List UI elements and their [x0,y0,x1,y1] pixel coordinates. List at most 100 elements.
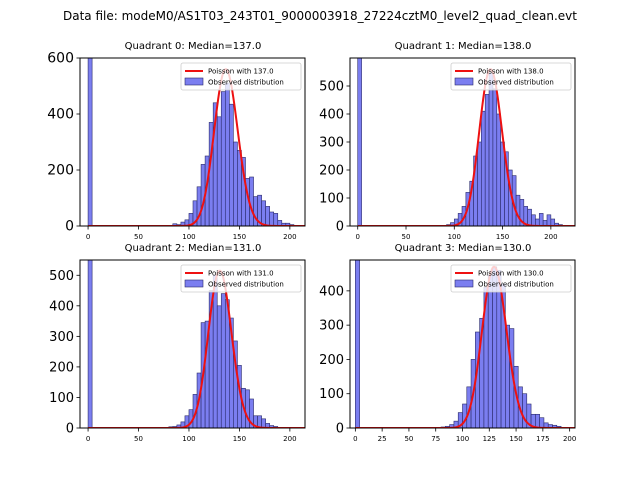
histogram-bar [229,103,234,226]
legend-label-poisson: Poisson with 137.0 [208,68,274,76]
histogram-bar [488,73,494,226]
x-tick-label: 0 [355,233,359,241]
histogram-bar [212,274,218,428]
legend-bar-swatch [454,77,474,86]
panel-title: Quadrant 2: Median=131.0 [125,243,262,254]
plot-area: 0 50 100 150 200 0 100 200 300 400 500 Poisson with… [49,259,306,443]
x-tick-label: 0 [353,435,357,443]
histogram-bars [87,58,295,226]
histogram-bar [496,269,502,428]
histogram-bar [220,293,226,428]
legend: Poisson with 138.0 Observed distribution [450,62,572,91]
axes-frame [79,259,306,429]
x-tick-label: 200 [544,233,557,241]
histogram-bar [546,214,552,226]
legend-label-poisson: Poisson with 130.0 [478,270,544,278]
histogram-bar [492,88,498,226]
x-tick-label: 200 [283,435,296,443]
histogram-bar [220,91,226,226]
panel-quadrant-1: Quadrant 1: Median=138.0 0 50 100 150 200 0 10… [319,41,576,241]
x-tick-label: 200 [283,233,296,241]
x-tick-label: 175 [536,435,549,443]
histogram-bar [224,82,230,226]
histogram-bar [477,141,482,226]
histogram-bar [265,206,270,226]
plot-area: 0 50 100 150 200 0 100 200 300 400 500 Poisson with… [319,57,576,241]
histogram-bar [484,94,490,226]
histogram-bar [500,141,505,226]
legend-label-observed: Observed distribution [478,281,554,289]
x-tick-label: 50 [404,435,413,443]
histogram-bar [237,150,242,226]
histogram-bar [481,110,486,226]
plot-area: 0 25 50 75 100 125 150 175 200 0 100 200 300 400 Poiss… [319,259,576,443]
legend-box [450,62,572,91]
legend: Poisson with 130.0 Observed distribution [450,264,572,293]
histogram-bar [87,58,93,226]
panel-title: Quadrant 0: Median=137.0 [125,41,262,52]
x-tick-label: 25 [378,435,387,443]
histogram-bar [538,213,544,226]
x-tick-label: 50 [134,435,143,443]
y-tick-label: 300 [319,136,344,151]
histogram-bars [357,58,563,226]
histogram-bar [269,211,275,226]
x-tick-label: 100 [448,233,461,241]
x-tick-label: 100 [182,435,195,443]
x-tick-label: 150 [509,435,522,443]
y-tick-label: 200 [49,360,74,375]
y-tick-label: 500 [49,269,74,284]
legend-box [180,264,302,293]
y-tick-label: 200 [319,353,344,368]
histogram-bar [357,58,362,226]
x-tick-label: 50 [134,233,143,241]
y-tick-label: 100 [319,387,344,402]
y-tick-label: 0 [66,422,74,437]
histogram-bar [216,116,222,226]
histogram-bar [539,417,545,428]
histogram-bar [261,200,266,226]
legend-label-observed: Observed distribution [208,79,284,87]
legend-label-observed: Observed distribution [208,281,284,289]
y-tick-label: 500 [319,80,344,95]
legend-label-observed: Observed distribution [478,79,554,87]
legend-bar-swatch [184,279,204,288]
panel-title: Quadrant 1: Median=138.0 [395,41,532,52]
y-tick-label: 300 [49,330,74,345]
legend: Poisson with 131.0 Observed distribution [180,264,302,293]
y-tick-label: 400 [319,108,344,123]
x-tick-label: 75 [431,435,440,443]
x-tick-label: 100 [456,435,469,443]
histogram-bar [496,113,501,226]
y-tick-label: 400 [49,299,74,314]
histogram-bar [527,208,532,226]
legend-box [180,62,302,91]
histogram-bar [253,196,258,226]
x-tick-label: 150 [496,233,509,241]
plot-area: 0 50 100 150 200 0 200 400 600 Poisson with 137.0… [47,51,306,241]
y-tick-label: 0 [336,422,344,437]
legend-box [450,264,572,293]
panel-quadrant-0: Quadrant 0: Median=137.0 0 50 100 150 200 0 20… [47,41,306,241]
legend: Poisson with 137.0 Observed distribution [180,62,302,91]
panel-quadrant-2: Quadrant 2: Median=131.0 0 50 100 150 200 0 10… [49,243,306,443]
y-tick-label: 0 [336,220,344,235]
y-tick-label: 100 [49,391,74,406]
panel-title: Quadrant 3: Median=130.0 [395,243,532,254]
histogram-bar [216,305,222,428]
x-tick-label: 125 [483,435,496,443]
y-tick-label: 400 [319,284,344,299]
y-tick-label: 400 [47,107,74,123]
figure-title: Data file: modeM0/AS1T03_243T01_90000039… [63,9,577,23]
histogram-bar [273,213,279,226]
y-tick-label: 200 [47,163,74,179]
histogram-bar [233,141,238,226]
x-tick-label: 150 [233,233,246,241]
legend-label-poisson: Poisson with 131.0 [208,270,274,278]
panel-quadrant-3: Quadrant 3: Median=130.0 0 25 50 75 100 125 15… [319,243,576,443]
histogram-bar [87,260,93,428]
x-tick-label: 100 [182,233,195,241]
legend-bar-swatch [184,77,204,86]
histogram-bar [261,418,266,428]
histogram-bar [224,299,230,428]
